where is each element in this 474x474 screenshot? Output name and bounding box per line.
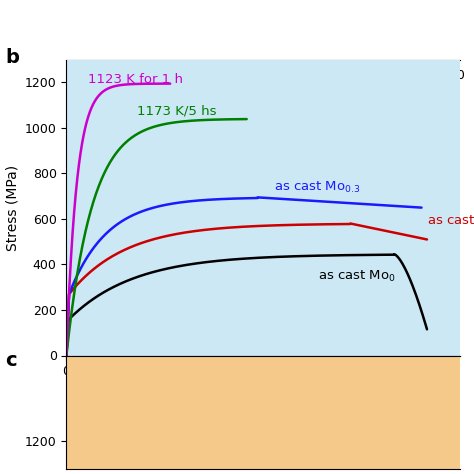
Text: b: b [5,48,19,67]
Text: c: c [5,351,17,370]
Text: as cast Mo$_{0.2}$: as cast Mo$_{0.2}$ [427,214,474,229]
Text: 1123 K for 1 h: 1123 K for 1 h [88,73,183,86]
Text: 1173 K/5 hs: 1173 K/5 hs [137,104,217,118]
Text: as cast Mo$_{0.3}$: as cast Mo$_{0.3}$ [274,180,361,195]
Text: as cast Mo$_{0}$: as cast Mo$_{0}$ [318,269,396,284]
Y-axis label: Stress (MPa): Stress (MPa) [5,164,19,251]
X-axis label: Distance (μm): Distance (μm) [214,85,312,99]
X-axis label: Strain (%): Strain (%) [228,384,298,398]
